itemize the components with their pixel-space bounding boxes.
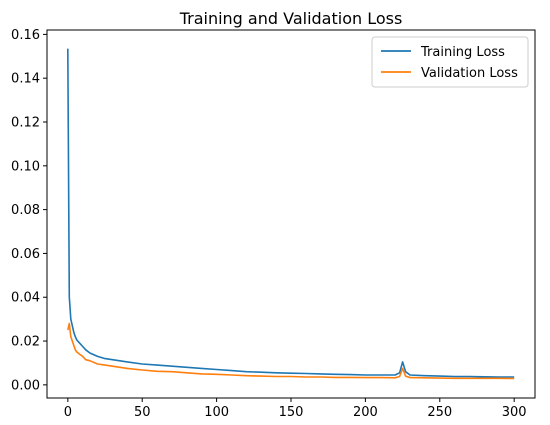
- y-tick-label: 0.16: [11, 28, 40, 43]
- x-tick-label: 0: [64, 405, 72, 420]
- series-line-validation-loss: [67, 322, 515, 380]
- y-tick-label: 0.10: [11, 159, 40, 174]
- x-tick-label: 200: [353, 405, 378, 420]
- legend: Training Loss Validation Loss: [371, 36, 529, 88]
- y-tick-label: 0.14: [11, 72, 40, 87]
- legend-box: [371, 36, 529, 88]
- legend-label-training: Training Loss: [420, 45, 505, 60]
- y-tick-label: 0.04: [11, 291, 40, 306]
- y-tick-label: 0.02: [11, 335, 40, 350]
- chart-title: Training and Validation Loss: [179, 9, 403, 28]
- series-line-training-loss: [67, 48, 515, 378]
- plot-area: [67, 48, 515, 380]
- x-tick-label: 300: [502, 405, 527, 420]
- y-tick-label: 0.06: [11, 247, 40, 262]
- y-tick-label: 0.12: [11, 116, 40, 131]
- x-axis: 0 50 100 150 200 250 300: [64, 398, 527, 420]
- y-axis: 0.00 0.02 0.04 0.06 0.08 0.10 0.12 0.14 0.16: [11, 28, 47, 393]
- x-tick-label: 50: [134, 405, 151, 420]
- x-tick-label: 250: [427, 405, 452, 420]
- y-tick-label: 0.08: [11, 203, 40, 218]
- x-tick-label: 100: [204, 405, 229, 420]
- legend-label-validation: Validation Loss: [421, 66, 518, 81]
- y-tick-label: 0.00: [11, 378, 40, 393]
- x-tick-label: 150: [279, 405, 304, 420]
